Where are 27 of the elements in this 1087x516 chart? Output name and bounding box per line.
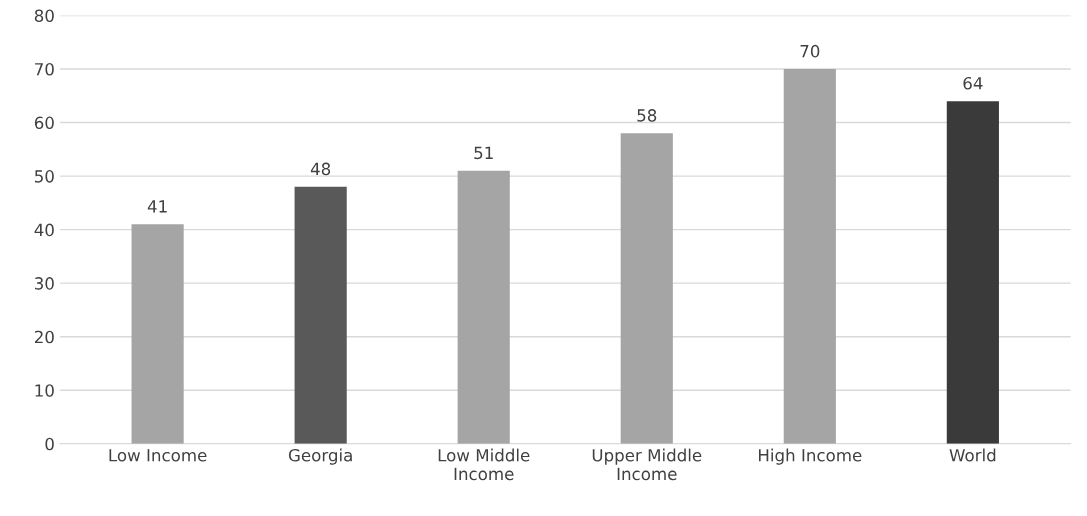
data-label: 58	[637, 109, 657, 122]
y-tick-label: 30	[34, 277, 54, 290]
x-tick-label: Low Middle Income	[438, 448, 530, 481]
data-label: 48	[310, 162, 331, 176]
x-tick-label: Georgia	[288, 448, 352, 465]
bar	[294, 186, 347, 444]
data-label: 51	[474, 146, 493, 160]
x-tick-label: World	[949, 448, 996, 462]
y-tick-label: 20	[34, 330, 54, 344]
y-tick-label: 50	[35, 170, 54, 183]
data-label: 41	[147, 200, 167, 213]
bar	[131, 224, 184, 444]
y-tick-label: 0	[45, 437, 54, 451]
y-tick-label: 40	[34, 223, 54, 237]
x-tick-label: Low Income	[109, 449, 207, 462]
bar	[457, 170, 510, 444]
y-tick-label: 70	[35, 62, 54, 76]
x-tick-label: High Income	[758, 448, 862, 465]
y-tick-label: 80	[34, 9, 54, 23]
bar	[783, 69, 836, 444]
y-tick-label: 10	[35, 384, 54, 397]
data-label: 64	[963, 76, 983, 90]
y-tick-label: 60	[34, 116, 54, 130]
data-label: 70	[800, 44, 820, 58]
bar	[620, 133, 673, 444]
x-tick-label: Upper Middle Income	[592, 448, 702, 481]
bar	[946, 101, 999, 444]
